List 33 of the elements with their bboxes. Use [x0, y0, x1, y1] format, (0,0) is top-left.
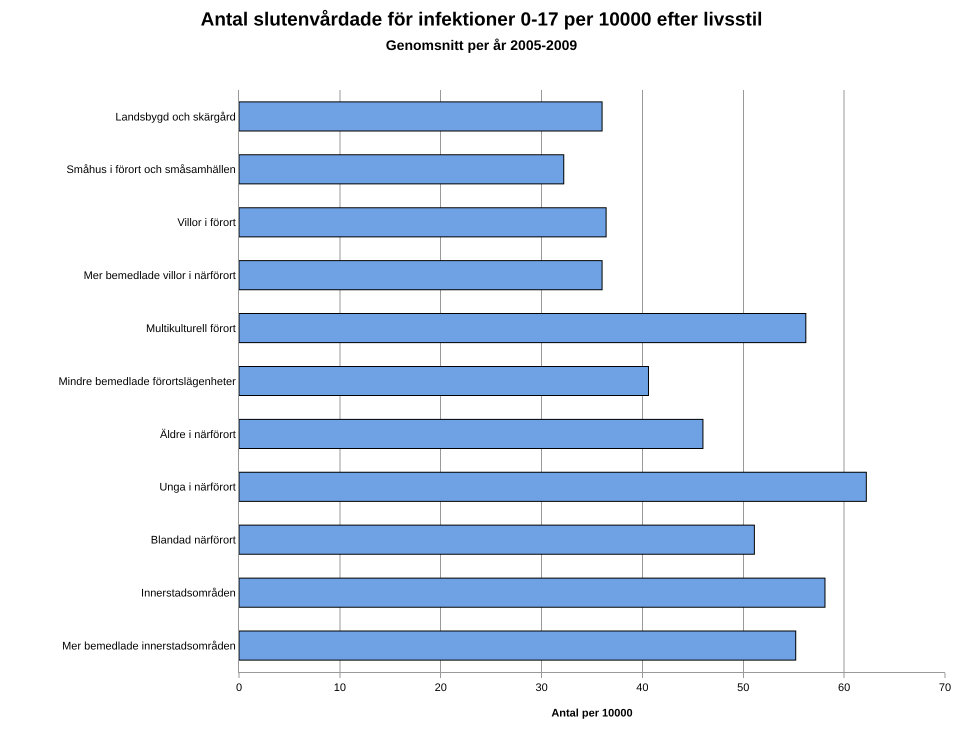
- y-tick-label: Unga i närförort: [159, 482, 236, 494]
- bar: [239, 154, 564, 184]
- bar: [239, 630, 796, 661]
- y-tick-label: Multikulturell förort: [146, 322, 236, 335]
- y-tick-label: Äldre i närförort: [160, 428, 236, 441]
- x-tick-label: 60: [838, 682, 850, 694]
- y-tick-label: Blandad närförort: [150, 534, 236, 547]
- bar: [239, 260, 603, 290]
- x-axis-title: Antal per 10000: [551, 707, 633, 720]
- y-tick-label: Mer bemedlade innerstadsområden: [62, 640, 236, 652]
- bar: [239, 524, 755, 555]
- y-tick-label: Mer bemedlade villor i närförort: [84, 270, 236, 282]
- x-tick-label: 10: [334, 682, 346, 694]
- x-tick-label: 70: [938, 682, 952, 694]
- bar: [239, 578, 826, 608]
- bar: [239, 472, 867, 502]
- y-tick-label: Innerstadsområden: [141, 587, 236, 600]
- x-tick-label: 0: [236, 682, 242, 694]
- y-tick-label: Villor i förort: [177, 217, 236, 230]
- x-tick-label: 30: [535, 682, 548, 694]
- y-tick-label: Småhus i förort och småsamhällen: [66, 164, 236, 176]
- bar: [239, 418, 704, 449]
- x-tick-label: 50: [737, 682, 750, 694]
- bar: [239, 101, 603, 132]
- x-tick-label: 20: [434, 682, 447, 694]
- chart-subtitle: Genomsnitt per år 2005-2009: [386, 37, 578, 54]
- x-tick-label: 40: [636, 682, 649, 694]
- y-tick-label: Mindre bemedlade förortslägenheter: [58, 376, 236, 388]
- bar: [239, 313, 806, 344]
- bar: [239, 366, 649, 396]
- y-tick-label: Landsbygd och skärgård: [115, 111, 236, 124]
- chart-title: Antal slutenvårdade för infektioner 0-17 per 10000 efter livsstil: [200, 10, 762, 31]
- bar: [239, 207, 607, 238]
